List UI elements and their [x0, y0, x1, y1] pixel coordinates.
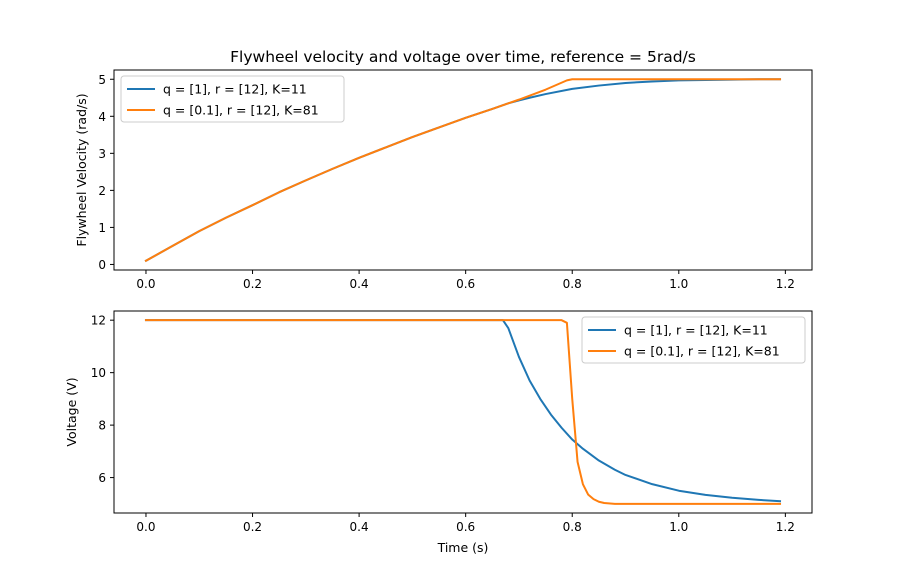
- voltage-x-tick-label: 0.4: [350, 520, 369, 534]
- voltage-x-tick-label: 0.0: [136, 520, 155, 534]
- velocity-legend-label-2: q = [0.1], r = [12], K=81: [163, 103, 319, 118]
- voltage-legend-label-1: q = [1], r = [12], K=11: [624, 323, 768, 338]
- voltage-y-tick-label: 10: [91, 366, 106, 380]
- voltage-y-tick-label: 6: [98, 471, 106, 485]
- velocity-y-tick-label: 1: [98, 221, 106, 235]
- chart-title: Flywheel velocity and voltage over time,…: [230, 48, 696, 66]
- velocity-y-tick-label: 2: [98, 184, 106, 198]
- voltage-x-tick-label: 1.2: [776, 520, 795, 534]
- velocity-legend: q = [1], r = [12], K=11 q = [0.1], r = [1…: [120, 75, 345, 123]
- velocity-series-layer: [144, 78, 782, 263]
- voltage-x-tick-label: 0.6: [456, 520, 475, 534]
- voltage-legend: q = [1], r = [12], K=11 q = [0.1], r = [1…: [581, 316, 806, 364]
- velocity-legend-box: [120, 75, 345, 123]
- voltage-axes: 0.0 0.2 0.4 0.6 0.8 1.0 1.2 6 8 10 12 Voltage (V)…: [64, 310, 813, 555]
- voltage-series-line-2: [144, 319, 782, 505]
- velocity-legend-label-1: q = [1], r = [12], K=11: [163, 82, 307, 97]
- velocity-series-line-2: [144, 78, 782, 263]
- velocity-x-ticks: 0.0 0.2 0.4 0.6 0.8 1.0 1.2: [136, 270, 795, 291]
- velocity-y-axis-label: Flywheel Velocity (rad/s): [74, 93, 89, 246]
- voltage-axes-frame: [113, 310, 813, 514]
- velocity-x-tick-label: 1.2: [776, 277, 795, 291]
- velocity-x-tick-label: 0.8: [563, 277, 582, 291]
- velocity-x-tick-label: 0.6: [456, 277, 475, 291]
- voltage-y-tick-label: 12: [91, 314, 106, 328]
- voltage-x-tick-label: 1.0: [669, 520, 688, 534]
- velocity-x-tick-label: 0.2: [243, 277, 262, 291]
- time-x-axis-label: Time (s): [437, 540, 489, 555]
- voltage-series-layer: [144, 319, 782, 505]
- velocity-y-tick-label: 0: [98, 258, 106, 272]
- velocity-y-ticks: 0 1 2 3 4 5: [98, 73, 114, 272]
- voltage-x-tick-label: 0.8: [563, 520, 582, 534]
- velocity-x-tick-label: 1.0: [669, 277, 688, 291]
- voltage-legend-box: [581, 316, 806, 364]
- velocity-y-tick-label: 3: [98, 147, 106, 161]
- voltage-x-tick-label: 0.2: [243, 520, 262, 534]
- velocity-axes-frame: [113, 69, 813, 271]
- voltage-y-ticks: 6 8 10 12: [91, 314, 114, 485]
- voltage-legend-label-2: q = [0.1], r = [12], K=81: [624, 344, 780, 359]
- velocity-y-tick-label: 5: [98, 73, 106, 87]
- velocity-x-tick-label: 0.0: [136, 277, 155, 291]
- voltage-y-axis-label: Voltage (V): [64, 377, 79, 446]
- voltage-y-tick-label: 8: [98, 419, 106, 433]
- voltage-x-ticks: 0.0 0.2 0.4 0.6 0.8 1.0 1.2: [136, 513, 795, 534]
- velocity-axes: 0.0 0.2 0.4 0.6 0.8 1.0 1.2 0 1 2 3 4 5 Flywheel Ve…: [74, 69, 813, 291]
- velocity-y-tick-label: 4: [98, 110, 106, 124]
- velocity-x-tick-label: 0.4: [350, 277, 369, 291]
